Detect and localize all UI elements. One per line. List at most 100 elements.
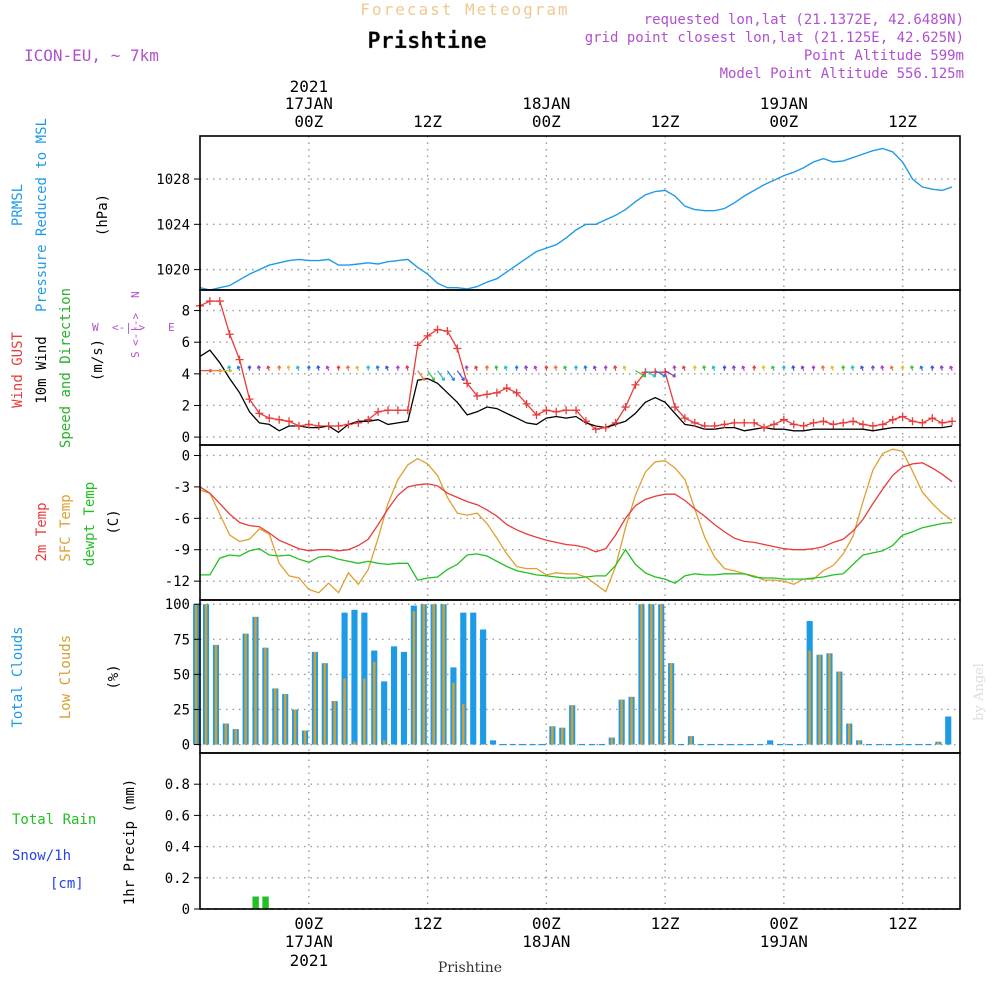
gust-marker xyxy=(601,423,610,432)
total-cloud-bar xyxy=(470,612,477,745)
time-label-top: 00Z xyxy=(769,112,798,131)
gust-marker xyxy=(324,422,333,431)
requested-coords: requested lon,lat (21.1372E, 42.6489N) xyxy=(644,12,964,28)
low-cloud-bar xyxy=(640,604,643,745)
time-label-top: 12Z xyxy=(413,112,442,131)
wind-arrow-head xyxy=(494,365,499,369)
wind-arrow-head xyxy=(860,365,864,370)
wind-arrow-head xyxy=(702,365,707,369)
wind-direction-arrow xyxy=(345,365,351,371)
wind-arrow-head xyxy=(800,365,805,370)
tsfc-label: SFC Temp xyxy=(58,494,74,561)
wind-arrow-head xyxy=(613,365,618,369)
gust-marker xyxy=(522,399,531,408)
wind-arrow-head xyxy=(405,365,410,369)
low-cloud-bar xyxy=(848,723,851,745)
wind-direction-arrow xyxy=(583,365,588,371)
panel-frame xyxy=(199,289,961,446)
model-label: ICON-EU, ~ 7km xyxy=(24,46,159,65)
low-cloud-bar xyxy=(373,661,376,745)
wind-arrow-head xyxy=(451,377,455,382)
gust-marker xyxy=(393,406,402,415)
wind-arrow-shaft xyxy=(645,370,657,378)
time-label-bottom: 2021 xyxy=(290,951,329,970)
gust-marker xyxy=(611,418,620,427)
total-clouds-label: Total Clouds xyxy=(10,626,26,727)
wind-direction-arrow xyxy=(682,365,686,371)
wind-direction-arrow xyxy=(494,365,499,371)
time-label-bottom: 12Z xyxy=(888,914,917,933)
wind-arrow-head xyxy=(692,365,697,369)
gust-marker xyxy=(354,418,363,427)
gust-marker xyxy=(868,422,877,431)
rain-bar xyxy=(262,896,269,909)
gust-marker xyxy=(690,418,699,427)
wind-arrow-shaft xyxy=(654,370,666,378)
total-cloud-bar xyxy=(945,716,952,745)
pressure-label-2: Pressure Reduced to MSL xyxy=(34,118,50,312)
wind-direction-arrow xyxy=(306,365,311,371)
pressure-unit: (hPa) xyxy=(95,194,111,236)
low-cloud-bar xyxy=(610,737,613,745)
wind-arrow-head xyxy=(592,365,597,370)
time-label-bottom: 00Z xyxy=(769,914,798,933)
wind-arrow-head xyxy=(811,365,816,369)
wind-direction-arrow xyxy=(622,365,627,371)
y-tick-label: 2 xyxy=(182,398,190,414)
wind-direction-arrow xyxy=(800,365,805,371)
low-cloud-bar xyxy=(561,727,564,745)
low-cloud-bar xyxy=(254,616,257,745)
wind-direction-arrow xyxy=(385,365,389,371)
time-label-bottom: 17JAN xyxy=(285,932,333,951)
wind-arrow-head xyxy=(286,365,291,369)
gust-marker xyxy=(631,380,640,389)
low-cloud-bar xyxy=(442,604,445,745)
gust-marker xyxy=(789,420,798,429)
wind-direction-arrow xyxy=(514,365,519,371)
y-tick-label: 6 xyxy=(182,335,190,351)
gust-marker xyxy=(502,384,511,393)
low-cloud-bar xyxy=(224,723,228,745)
gust-marker xyxy=(572,406,581,415)
pressure-label-1: PRMSL xyxy=(10,184,26,226)
gust-marker xyxy=(769,420,778,429)
gust-marker xyxy=(265,414,274,423)
snow-label: Snow/1h xyxy=(12,848,71,864)
gust-marker xyxy=(225,330,234,339)
wind-direction-arrow xyxy=(417,370,426,382)
y-tick-label: 0 xyxy=(182,430,190,446)
gust-marker xyxy=(671,403,679,412)
dewpt-label: dewpt Temp xyxy=(82,482,98,566)
total-cloud-bar xyxy=(480,629,487,745)
wind-direction-arrow xyxy=(664,370,677,378)
wind-direction-arrow xyxy=(256,365,261,371)
y-tick-label: 0 xyxy=(182,902,190,918)
time-label-top: 18JAN xyxy=(522,94,570,113)
wind-direction-arrow xyxy=(841,365,846,371)
gust-marker xyxy=(413,341,422,350)
wind-direction-arrow xyxy=(503,365,508,371)
low-cloud-bar xyxy=(353,741,356,745)
y-tick-label: 0 xyxy=(182,448,190,464)
wind-arrow-head xyxy=(236,365,241,370)
wind-direction-arrow xyxy=(603,365,608,371)
low-cloud-bar xyxy=(283,694,287,745)
wind-arrow-head xyxy=(395,365,400,369)
wind-arrow-shaft xyxy=(456,370,465,381)
y-tick-label: 0 xyxy=(182,738,190,754)
wind-direction-arrow xyxy=(266,365,271,371)
low-cloud-bar xyxy=(857,740,861,745)
low-cloud-bar xyxy=(808,650,811,745)
gust-marker xyxy=(433,325,442,334)
total-cloud-bar xyxy=(489,740,497,745)
wind-direction-arrow xyxy=(711,365,716,371)
wind-direction-arrow xyxy=(437,370,445,382)
y-tick-label: -3 xyxy=(173,480,190,496)
gust-marker xyxy=(463,379,472,388)
low-cloud-bar xyxy=(382,740,386,745)
wind-arrow-head xyxy=(761,365,766,369)
wind-arrow-head xyxy=(336,365,341,369)
time-label-top: 00Z xyxy=(294,112,323,131)
wind-direction-arrow xyxy=(860,365,864,371)
gust-marker xyxy=(255,409,264,418)
